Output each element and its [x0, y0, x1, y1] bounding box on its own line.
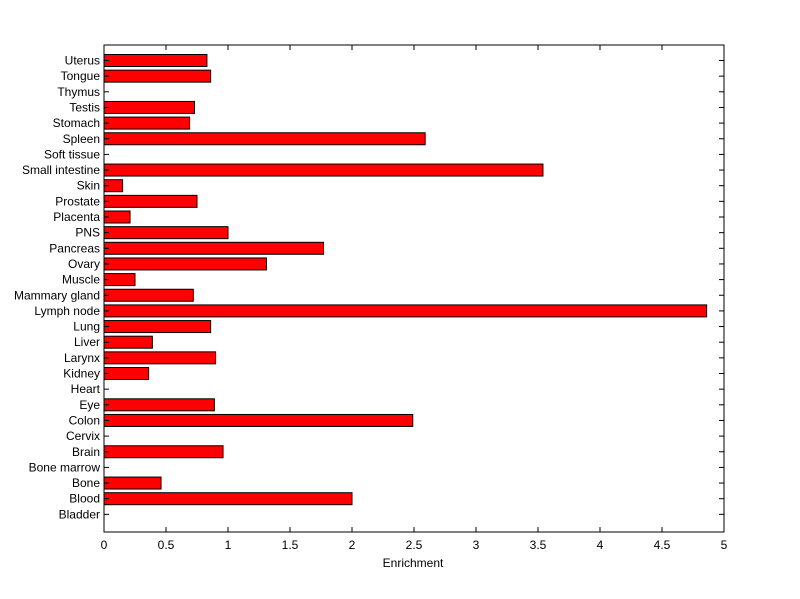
y-tick-label-larynx: Larynx [64, 351, 100, 365]
y-tick-label-small-intestine: Small intestine [22, 163, 100, 177]
y-tick-label-testis: Testis [69, 100, 100, 114]
x-tick-label-6: 3 [473, 538, 480, 552]
ticks-layer [103, 45, 725, 532]
bar-small-intestine [103, 163, 544, 177]
y-tick-label-blood: Blood [69, 492, 100, 506]
bar-lymph-node [103, 304, 708, 318]
x-tick-label-0: 0 [101, 538, 108, 552]
y-tick-label-pancreas: Pancreas [49, 241, 100, 255]
bar-lung [103, 320, 212, 334]
y-tick-label-muscle: Muscle [62, 273, 100, 287]
bar-testis [103, 100, 196, 114]
plot-frame [103, 44, 725, 533]
bar-pancreas [103, 241, 324, 255]
bar-mammary-gland [103, 288, 194, 302]
y-tick-label-pns: PNS [75, 226, 100, 240]
x-tick-label-9: 4.5 [654, 538, 671, 552]
bar-colon [103, 413, 414, 427]
x-tick-label-7: 3.5 [530, 538, 547, 552]
y-tick-label-bone: Bone [72, 476, 100, 490]
y-tick-label-ovary: Ovary [68, 257, 100, 271]
bar-prostate [103, 194, 198, 208]
x-tick-labels: 0 0.5 1 1.5 2 2.5 3 3.5 4 4.5 5 [101, 538, 728, 552]
y-tick-label-placenta: Placenta [53, 210, 100, 224]
bar-eye [103, 398, 215, 412]
y-tick-label-bone-marrow: Bone marrow [29, 460, 101, 474]
bar-uterus [103, 54, 208, 67]
x-tick-label-5: 2.5 [406, 538, 423, 552]
y-tick-label-bladder: Bladder [59, 507, 100, 521]
x-tick-label-4: 2 [349, 538, 356, 552]
x-tick-label-10: 5 [721, 538, 728, 552]
x-axis-label: Enrichment [383, 556, 444, 570]
y-tick-label-spleen: Spleen [63, 132, 100, 146]
y-tick-label-tongue: Tongue [61, 69, 101, 83]
x-tick-label-2: 1 [225, 538, 232, 552]
bar-larynx [103, 351, 217, 365]
y-tick-label-eye: Eye [79, 398, 100, 412]
x-tick-label-3: 1.5 [282, 538, 299, 552]
x-tick-label-1: 0.5 [158, 538, 175, 552]
bar-stomach [103, 116, 191, 130]
bar-spleen [103, 132, 426, 146]
y-tick-label-cervix: Cervix [66, 429, 100, 443]
y-tick-label-brain: Brain [72, 445, 100, 459]
y-tick-label-skin: Skin [77, 179, 100, 193]
y-tick-label-thymus: Thymus [57, 85, 100, 99]
y-tick-label-heart: Heart [71, 382, 101, 396]
y-tick-label-kidney: Kidney [63, 367, 100, 381]
y-tick-label-soft-tissue: Soft tissue [44, 147, 100, 161]
bar-liver [103, 335, 153, 349]
bar-kidney [103, 367, 150, 380]
y-tick-label-lung: Lung [73, 320, 100, 334]
bar-brain [103, 445, 224, 459]
y-tick-label-mammary-gland: Mammary gland [14, 288, 100, 302]
bar-blood [103, 492, 353, 506]
y-tick-label-lymph-node: Lymph node [34, 304, 100, 318]
y-tick-label-prostate: Prostate [55, 194, 100, 208]
y-tick-label-stomach: Stomach [53, 116, 100, 130]
x-tick-label-8: 4 [597, 538, 604, 552]
bar-ovary [103, 257, 267, 271]
y-tick-label-colon: Colon [69, 413, 100, 427]
plot-area [104, 45, 724, 532]
bar-pns [103, 226, 229, 240]
bar-bone [103, 476, 162, 490]
bar-tongue [103, 69, 212, 83]
y-tick-label-uterus: Uterus [65, 54, 100, 68]
y-tick-label-liver: Liver [74, 335, 100, 349]
